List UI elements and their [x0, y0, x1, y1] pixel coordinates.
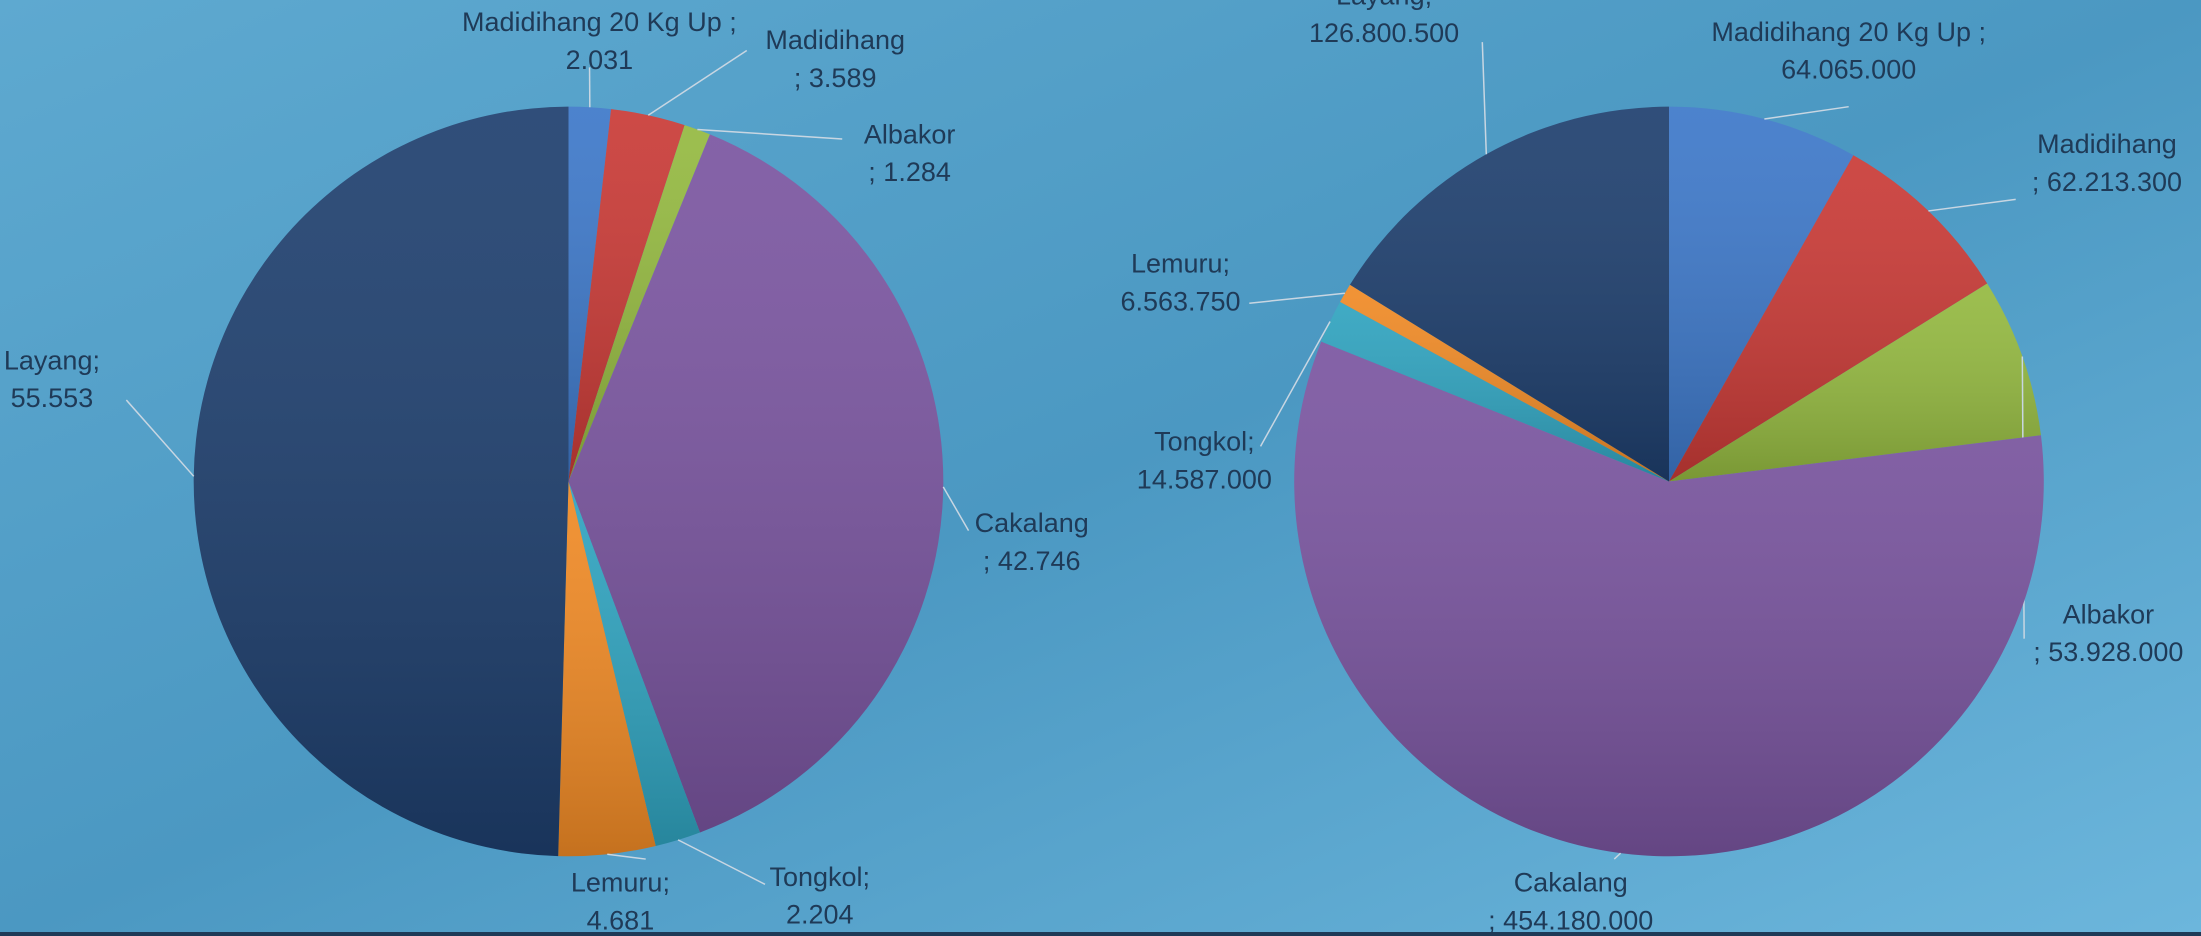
data-label-value: 2.204 [786, 900, 854, 930]
data-label-category: Cakalang [1514, 867, 1628, 897]
data-label-value: ; 62.213.300 [2032, 167, 2182, 197]
data-label-value: ; 3.589 [794, 63, 877, 93]
data-label-category: Madidihang [2037, 129, 2177, 159]
data-label-value: ; 53.928.000 [2033, 637, 2183, 667]
data-label-value: 6.563.750 [1120, 286, 1240, 316]
data-label-category: Madidihang 20 Kg Up ; [462, 7, 737, 37]
data-label-category: Tongkol; [769, 862, 870, 892]
data-label-category: Madidihang [765, 25, 905, 55]
bottom-border [0, 932, 2201, 936]
data-label-category: Cakalang [975, 508, 1089, 538]
data-label-value: 126.800.500 [1309, 18, 1459, 48]
data-label-category: Madidihang 20 Kg Up ; [1711, 17, 1986, 47]
data-label-category: Lemuru; [571, 867, 670, 897]
data-label-value: 64.065.000 [1781, 55, 1916, 85]
data-label-category: Albakor [2063, 599, 2155, 629]
data-label-value: 14.587.000 [1137, 465, 1272, 495]
data-label-value: 2.031 [566, 45, 634, 75]
data-label-category: Layang; [1336, 0, 1432, 10]
data-label-value: ; 1.284 [868, 157, 951, 187]
data-label-category: Tongkol; [1154, 427, 1255, 457]
chart: Madidihang 20 Kg Up ; 2.031 Madidihang ; 3.… [0, 0, 2201, 936]
data-label-value: 4.681 [587, 905, 655, 935]
data-label-value: 55.553 [11, 383, 94, 413]
data-label-category: Layang; [4, 345, 100, 375]
data-label-value: ; 42.746 [983, 546, 1081, 576]
data-label-category: Albakor [864, 119, 956, 149]
data-label-category: Lemuru; [1131, 248, 1230, 278]
data-label-value: ; 454.180.000 [1488, 905, 1653, 935]
